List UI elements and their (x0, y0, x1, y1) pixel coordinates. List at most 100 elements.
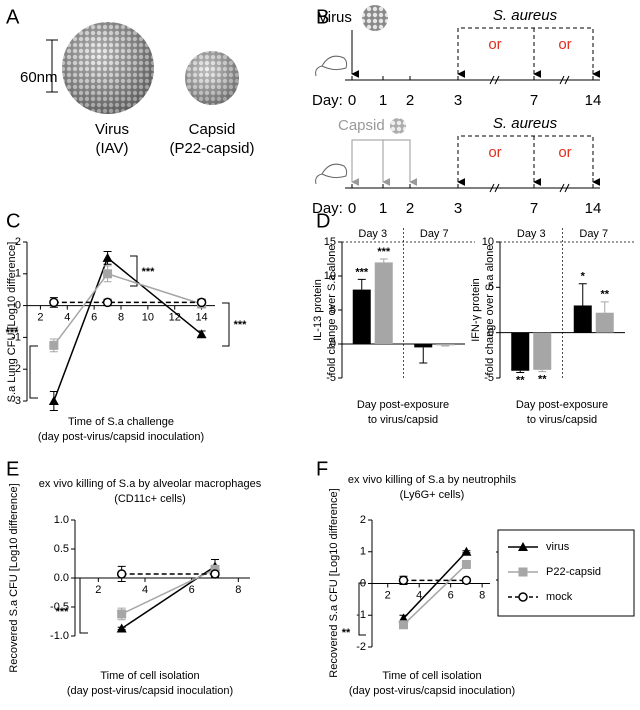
x-tick-label: 8 (479, 589, 485, 601)
day-number: 3 (454, 200, 462, 217)
bar (414, 344, 433, 348)
panel-label: A (6, 6, 20, 28)
y-tick-label: 5 (330, 304, 336, 316)
marker (461, 575, 472, 586)
marker (461, 559, 471, 569)
y-tick-label: 0.0 (54, 572, 69, 584)
error-bar (538, 369, 547, 373)
significance: ** (342, 627, 351, 639)
bar (436, 344, 455, 346)
y-axis-label: fold change over S.a alone (326, 245, 338, 376)
error-bar (441, 345, 450, 347)
day-number: 0 (348, 92, 356, 109)
panel-label: F (316, 458, 328, 480)
y-tick-label: 5 (488, 281, 494, 293)
y-tick-label: -5 (326, 372, 336, 384)
or-label: or (488, 36, 501, 53)
marker (461, 546, 472, 556)
series-line (402, 551, 467, 619)
capsid-image (185, 51, 239, 105)
marker (103, 269, 113, 279)
agent-label: Capsid (338, 117, 385, 134)
significance-bracket (222, 302, 230, 347)
error-bar (419, 347, 428, 364)
significance-bracket (29, 345, 38, 399)
significance: ** (538, 374, 547, 386)
x-tick-label: 8 (235, 584, 241, 596)
x-axis-label: Time of cell isolation (382, 670, 481, 682)
mouse-icon (315, 55, 348, 77)
day-number: 1 (379, 200, 387, 217)
marker (102, 252, 113, 262)
y-tick-label: 0.5 (54, 543, 69, 555)
significance-bracket (358, 582, 366, 636)
x-tick-label: 10 (142, 312, 154, 324)
marker (210, 569, 220, 579)
marker (49, 297, 59, 308)
y-tick-label: 15 (324, 236, 336, 248)
legend-marker (518, 542, 528, 551)
y-tick-label: -1 (11, 331, 21, 343)
or-label: or (558, 36, 571, 53)
bar (352, 289, 371, 344)
series-line (402, 563, 467, 626)
y-tick-label: -1 (356, 609, 366, 621)
x-tick-label: 4 (64, 312, 70, 324)
capsid-label: (P22-capsid) (169, 140, 254, 157)
y-axis-label: IL-13 protein (312, 279, 324, 341)
marker (48, 396, 59, 405)
x-axis-label: to virus/capsid (368, 414, 438, 426)
x-tick-label: 2 (385, 589, 391, 601)
panel-label: C (6, 210, 20, 232)
legend-label: mock (546, 591, 573, 603)
series-line (121, 568, 216, 615)
y-tick-label: 1.0 (54, 514, 69, 526)
significance: *** (56, 606, 70, 618)
y-axis-label: fold change over S.a alone (484, 245, 496, 376)
y-tick-label: 0 (330, 338, 336, 350)
y-tick-label: 0 (15, 300, 21, 312)
y-tick-label: -5 (484, 372, 494, 384)
virus-label: (IAV) (95, 140, 128, 157)
x-tick-label: 6 (189, 584, 195, 596)
x-tick-label: 2 (37, 312, 43, 324)
bar (573, 305, 592, 333)
legend-marker (518, 592, 528, 602)
y-axis-label: Recovered S.a CFU [Log10 difference] (8, 483, 20, 672)
x-axis-label: Time of cell isolation (100, 670, 199, 682)
day-number: 2 (406, 92, 414, 109)
category-label: Day 3 (517, 228, 546, 240)
marker (398, 620, 408, 630)
x-axis-label: (day post-virus/capsid inoculation) (67, 685, 233, 697)
panel-label: D (316, 210, 330, 232)
significance: *** (355, 266, 369, 278)
x-tick-label: 6 (91, 312, 97, 324)
chart-title: ex vivo killing of S.a by neutrophils (348, 474, 517, 486)
y-tick-label: -2 (356, 641, 366, 653)
bar (511, 332, 530, 371)
x-axis-label: (day post-virus/capsid inoculation) (349, 685, 515, 697)
significance-bracket (130, 255, 138, 287)
day-number: 2 (406, 200, 414, 217)
day-number: 14 (585, 92, 602, 109)
or-label: or (558, 144, 571, 161)
bar (374, 262, 393, 344)
marker (398, 613, 409, 623)
bar (595, 312, 614, 333)
significance: *** (142, 266, 156, 278)
capsid-label: Capsid (189, 121, 236, 138)
y-tick-label: 2 (360, 514, 366, 526)
x-axis-label: to virus/capsid (527, 414, 597, 426)
y-tick-label: -0.5 (50, 601, 69, 613)
marker (49, 340, 59, 350)
day-number: 0 (348, 200, 356, 217)
chart-title: (CD11c+ cells) (114, 493, 186, 505)
significance: *** (377, 246, 391, 258)
category-label: Day 3 (358, 228, 387, 240)
capsid-icon (390, 118, 406, 134)
marker (117, 609, 127, 619)
agent-label: Virus (318, 9, 352, 26)
challenge-label: S. aureus (493, 115, 558, 132)
y-tick-label: 10 (324, 270, 336, 282)
